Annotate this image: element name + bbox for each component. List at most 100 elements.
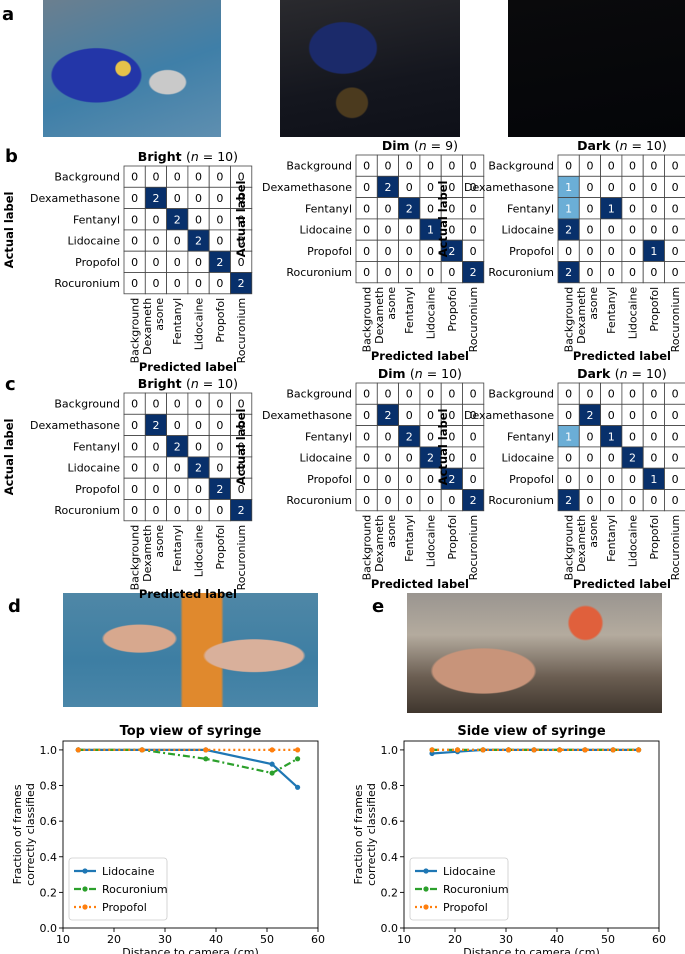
x-tick-label: 40 (550, 933, 564, 946)
cell-value: 0 (216, 277, 223, 290)
column-label: Propofol (214, 298, 227, 343)
cell-value: 0 (586, 388, 593, 401)
row-label: Propofol (307, 245, 352, 258)
heatmap-cell (230, 499, 253, 522)
cell-value: 0 (152, 235, 159, 248)
x-tick-label: 10 (397, 933, 411, 946)
cell-value: 0 (629, 266, 636, 279)
cell-value: 1 (650, 245, 657, 258)
column-label: Propofol (446, 515, 459, 560)
data-point-rocuronium (295, 756, 301, 762)
cell-value: 0 (152, 483, 159, 496)
cell-value: 0 (565, 473, 572, 486)
column-label: Dexameth (575, 515, 588, 572)
cell-value: 0 (650, 452, 657, 465)
cell-value: 0 (650, 160, 657, 173)
row-label: Dexamethasone (464, 181, 554, 194)
cell-value: 0 (608, 452, 615, 465)
cell-value: 0 (672, 181, 679, 194)
y-axis-label: Fraction of frames (11, 784, 24, 884)
column-label: Fentanyl (605, 515, 618, 562)
panel-letter-a: a (2, 4, 14, 25)
cell-value: 2 (216, 483, 223, 496)
column-label: Lidocaine (627, 287, 640, 340)
column-label: asone (153, 525, 166, 558)
legend-marker (423, 868, 429, 874)
cell-value: 0 (174, 171, 181, 184)
cell-value: 1 (565, 202, 572, 215)
row-label: Propofol (509, 245, 554, 258)
series-line-rocuronium (78, 748, 299, 775)
cell-value: 0 (195, 440, 202, 453)
cell-value: 0 (216, 171, 223, 184)
cell-value: 0 (427, 266, 434, 279)
cell-value: 0 (470, 388, 477, 401)
cell-value: 2 (565, 266, 572, 279)
y-axis-label: Actual label (2, 419, 16, 496)
legend-label: Propofol (102, 901, 147, 914)
cell-value: 0 (406, 473, 413, 486)
row-label: Background (488, 388, 554, 401)
data-point-propofol (531, 747, 537, 753)
cell-value: 2 (629, 452, 636, 465)
data-point-propofol (636, 747, 642, 753)
cell-value: 1 (608, 430, 615, 443)
row-label: Fentanyl (507, 202, 554, 215)
cell-value: 0 (672, 266, 679, 279)
x-tick-label: 20 (448, 933, 462, 946)
cell-value: 0 (586, 430, 593, 443)
y-axis-label: Actual label (436, 409, 450, 486)
y-tick-label: 0.4 (381, 851, 399, 864)
x-tick-label: 30 (158, 933, 172, 946)
cell-value: 0 (363, 202, 370, 215)
y-axis-label: correctly classified (365, 783, 378, 886)
x-tick-label: 20 (107, 933, 121, 946)
row-label: Lidocaine (68, 462, 121, 475)
row-label: Dexamethasone (30, 419, 120, 432)
cell-value: 0 (427, 388, 434, 401)
cell-value: 0 (131, 277, 138, 290)
cell-value: 0 (448, 409, 455, 422)
cell-value: 0 (152, 440, 159, 453)
cell-value: 2 (384, 409, 391, 422)
cell-value: 0 (131, 213, 138, 226)
cell-value: 2 (195, 462, 202, 475)
x-tick-label: 60 (652, 933, 666, 946)
row-label: Propofol (307, 473, 352, 486)
cell-value: 0 (629, 473, 636, 486)
panel-letter-e: e (372, 596, 384, 617)
row-label: Fentanyl (305, 430, 352, 443)
row-label: Background (286, 388, 352, 401)
cell-value: 0 (384, 388, 391, 401)
column-label: Fentanyl (403, 515, 416, 562)
cell-value: 0 (629, 181, 636, 194)
data-point-propofol (295, 747, 301, 753)
cell-value: 0 (363, 494, 370, 507)
row-label: Dexamethasone (464, 409, 554, 422)
legend-marker (423, 886, 429, 892)
cell-value: 0 (131, 171, 138, 184)
cell-value: 0 (363, 266, 370, 279)
cell-value: 0 (406, 452, 413, 465)
cell-value: 0 (608, 388, 615, 401)
cell-value: 0 (448, 224, 455, 237)
cell-value: 0 (608, 409, 615, 422)
data-point-propofol (75, 747, 81, 753)
legend-label: Rocuronium (102, 883, 168, 896)
cell-value: 0 (238, 235, 245, 248)
cell-value: 0 (586, 202, 593, 215)
cell-value: 0 (238, 483, 245, 496)
cell-value: 0 (629, 245, 636, 258)
y-tick-label: 1.0 (40, 744, 58, 757)
cell-value: 0 (238, 256, 245, 269)
cell-value: 0 (363, 160, 370, 173)
cell-value: 0 (384, 202, 391, 215)
cell-value: 0 (216, 419, 223, 432)
column-label: Rocuronium (467, 515, 480, 581)
legend-box (409, 857, 509, 921)
x-axis-label: Predicted label (371, 349, 469, 363)
cell-value: 1 (608, 202, 615, 215)
cell-value: 2 (174, 213, 181, 226)
column-label: Rocuronium (669, 515, 682, 581)
cell-value: 0 (672, 224, 679, 237)
